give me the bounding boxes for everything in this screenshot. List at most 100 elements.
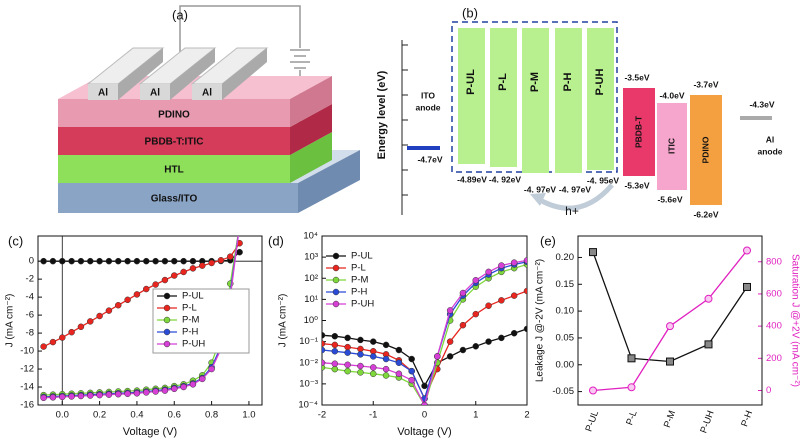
active-front	[58, 127, 290, 155]
marker	[510, 292, 518, 299]
y-tick-label: 10⁴	[303, 231, 318, 242]
al-bar	[86, 47, 165, 100]
y-tick-label: 10⁻²	[299, 357, 318, 368]
al-front	[192, 84, 222, 100]
marker	[171, 257, 178, 265]
glass-side	[298, 150, 360, 213]
marker	[59, 334, 66, 341]
legend-label: P-M	[351, 275, 369, 286]
marker	[87, 318, 94, 325]
y-axis-title: J (mA cm⁻²)	[278, 294, 289, 348]
marker	[510, 259, 518, 266]
marker	[421, 401, 428, 405]
marker	[227, 253, 234, 260]
layer-name: PDINO	[700, 136, 710, 163]
legend-label: P-L	[351, 263, 366, 274]
ito-label: anode	[415, 102, 440, 112]
marker	[357, 345, 364, 353]
htl-box	[555, 28, 582, 173]
marker	[523, 257, 527, 264]
marker	[704, 294, 713, 303]
level-label: -5.3eV	[624, 180, 649, 190]
marker	[743, 282, 751, 291]
al-side	[170, 48, 215, 100]
marker	[344, 367, 351, 375]
marker	[143, 389, 150, 396]
layer-label: PBDB-T:ITIC	[145, 137, 204, 148]
level-label: -4. 95eV	[587, 175, 619, 185]
carrier-label: h+	[565, 204, 579, 218]
htl-name: P-M	[529, 72, 541, 92]
marker	[331, 365, 339, 373]
marker	[68, 257, 75, 265]
marker	[180, 268, 187, 276]
x-axis-title: Voltage (V)	[397, 426, 451, 438]
marker	[666, 357, 674, 366]
pdino-side	[290, 76, 332, 127]
marker	[143, 257, 150, 265]
plot-frame	[37, 235, 263, 406]
marker	[115, 301, 122, 309]
marker	[472, 277, 479, 284]
y-tick-label: 0.15	[556, 279, 575, 290]
al-front	[88, 84, 118, 100]
marker	[382, 355, 390, 363]
marker	[322, 359, 326, 366]
pdino-front	[58, 99, 290, 127]
panel-label: (c)	[8, 233, 23, 248]
marker	[189, 257, 197, 265]
legend-swatch	[163, 340, 171, 348]
marker	[237, 222, 243, 228]
marker	[105, 307, 113, 314]
al-front	[140, 84, 170, 100]
marker	[395, 370, 403, 378]
y2-axis-title: Saturation J @+2V (mA cm⁻²)	[789, 254, 800, 387]
htl-name: P-L	[497, 73, 509, 91]
y-tick-label: -4	[26, 292, 34, 303]
marker	[96, 257, 103, 265]
level-label: -4. 97eV	[524, 184, 556, 194]
marker	[472, 310, 479, 318]
legend-label: P-UL	[182, 291, 204, 302]
wire	[179, 5, 301, 52]
marker	[408, 355, 415, 363]
marker	[485, 268, 492, 276]
x-tick-label: 0.6	[168, 410, 181, 421]
plot-area	[40, 222, 243, 402]
marker	[357, 336, 364, 344]
y-tick-label: 10¹	[304, 294, 318, 305]
y-tick-label: -10	[20, 346, 34, 357]
chart-panel: (c) -16 -14 -12 -10 -8 -6 -4 -2 0 0.0 0.2 0.4 0.6 0.8 1…	[5, 222, 263, 438]
htl-name: P-H	[562, 72, 574, 91]
level-label: -4. 92eV	[489, 174, 521, 184]
marker	[96, 391, 103, 399]
plot-frame	[577, 235, 763, 406]
marker	[523, 287, 527, 295]
marker	[382, 372, 390, 379]
marker	[199, 262, 206, 269]
al-side	[222, 48, 267, 100]
marker	[115, 390, 122, 398]
marker	[459, 346, 467, 354]
marker	[322, 340, 326, 347]
legend-swatch	[163, 328, 171, 336]
x-tick-label: 0.8	[205, 410, 218, 421]
marker	[152, 281, 159, 288]
htl-box	[522, 28, 549, 173]
x-tick-label: 0.4	[130, 410, 143, 421]
arrow-head	[530, 193, 546, 206]
level-label: -6.2eV	[693, 209, 718, 219]
y-tick-label: -14	[20, 382, 34, 393]
marker	[370, 338, 377, 345]
axis-title: Energy level (eV)	[376, 70, 388, 159]
marker	[344, 343, 351, 351]
marker	[59, 257, 66, 265]
x-tick-label: -1	[369, 410, 377, 421]
marker	[344, 349, 351, 356]
marker	[704, 340, 713, 349]
y2-tick-label: 400	[766, 321, 782, 332]
panel-label: (e)	[540, 233, 556, 248]
y2-tick-label: 200	[766, 353, 782, 364]
legend-swatch	[163, 316, 171, 324]
marker	[322, 332, 326, 339]
